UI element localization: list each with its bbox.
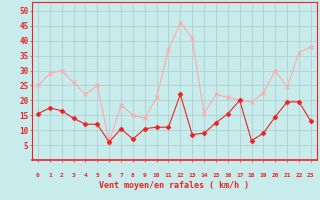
X-axis label: Vent moyen/en rafales ( km/h ): Vent moyen/en rafales ( km/h ) [100,181,249,190]
